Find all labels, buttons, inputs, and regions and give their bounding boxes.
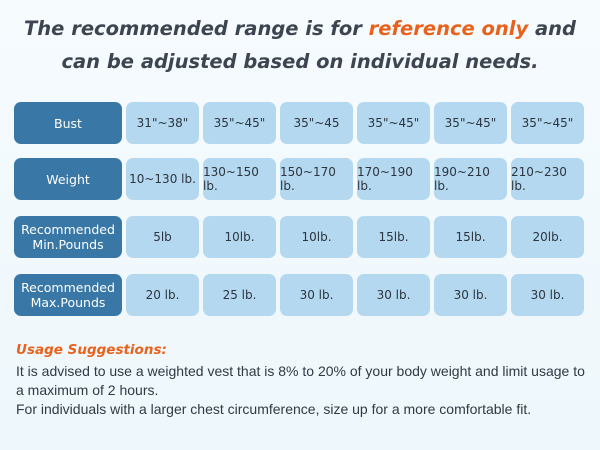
table-cell: 30 lb. bbox=[280, 274, 353, 316]
usage-paragraph: For individuals with a larger chest circ… bbox=[16, 401, 532, 417]
table-cell: 30 lb. bbox=[511, 274, 584, 316]
headline-text: The recommended range is for bbox=[24, 17, 369, 40]
row-header: Weight bbox=[14, 158, 122, 200]
table-cell: 10~130 lb. bbox=[126, 158, 199, 200]
table-cell: 150~170 lb. bbox=[280, 158, 353, 200]
table-cell: 15lb. bbox=[357, 216, 430, 258]
table-cell: 10lb. bbox=[280, 216, 353, 258]
table-cell: 35"~45" bbox=[434, 102, 507, 144]
row-header-label: Weight bbox=[46, 172, 90, 187]
row-header-label: Bust bbox=[54, 116, 82, 131]
table-cell: 190~210 lb. bbox=[434, 158, 507, 200]
table-cell: 35"~45 bbox=[280, 102, 353, 144]
table-cell: 15lb. bbox=[434, 216, 507, 258]
row-header-label: Recommended Min.Pounds bbox=[21, 222, 115, 252]
table-cell: 25 lb. bbox=[203, 274, 276, 316]
usage-suggestions-body: It is advised to use a weighted vest tha… bbox=[16, 362, 586, 419]
table-cell: 170~190 lb. bbox=[357, 158, 430, 200]
table-cell: 5lb bbox=[126, 216, 199, 258]
table-cell: 35"~45" bbox=[203, 102, 276, 144]
row-header: Bust bbox=[14, 102, 122, 144]
table-cell: 31"~38" bbox=[126, 102, 199, 144]
headline-line-1: The recommended range is for reference o… bbox=[0, 12, 600, 45]
headline-accent: reference only bbox=[368, 17, 529, 40]
table-cell: 20 lb. bbox=[126, 274, 199, 316]
row-header-line: Min.Pounds bbox=[32, 237, 104, 252]
row-header-line: Recommended bbox=[21, 280, 115, 295]
table-cell: 210~230 lb. bbox=[511, 158, 584, 200]
row-header-line: Bust bbox=[54, 115, 82, 131]
table-cell: 30 lb. bbox=[434, 274, 507, 316]
table-cell: 20lb. bbox=[511, 216, 584, 258]
usage-suggestions-title: Usage Suggestions: bbox=[16, 342, 167, 358]
headline: The recommended range is for reference o… bbox=[0, 12, 600, 78]
row-header-line: Max.Pounds bbox=[30, 295, 106, 310]
row-header: Recommended Max.Pounds bbox=[14, 274, 122, 316]
headline-text-end: and bbox=[528, 17, 576, 40]
row-header-line: Weight bbox=[46, 171, 90, 187]
table-cell: 130~150 lb. bbox=[203, 158, 276, 200]
table-cell: 10lb. bbox=[203, 216, 276, 258]
table-cell: 35"~45" bbox=[511, 102, 584, 144]
table-cell: 35"~45" bbox=[357, 102, 430, 144]
usage-paragraph: It is advised to use a weighted vest tha… bbox=[16, 363, 585, 398]
headline-line-2: can be adjusted based on individual need… bbox=[61, 50, 539, 73]
row-header-label: Recommended Max.Pounds bbox=[21, 280, 115, 310]
row-header-line: Recommended bbox=[21, 222, 115, 237]
table-cell: 30 lb. bbox=[357, 274, 430, 316]
row-header: Recommended Min.Pounds bbox=[14, 216, 122, 258]
